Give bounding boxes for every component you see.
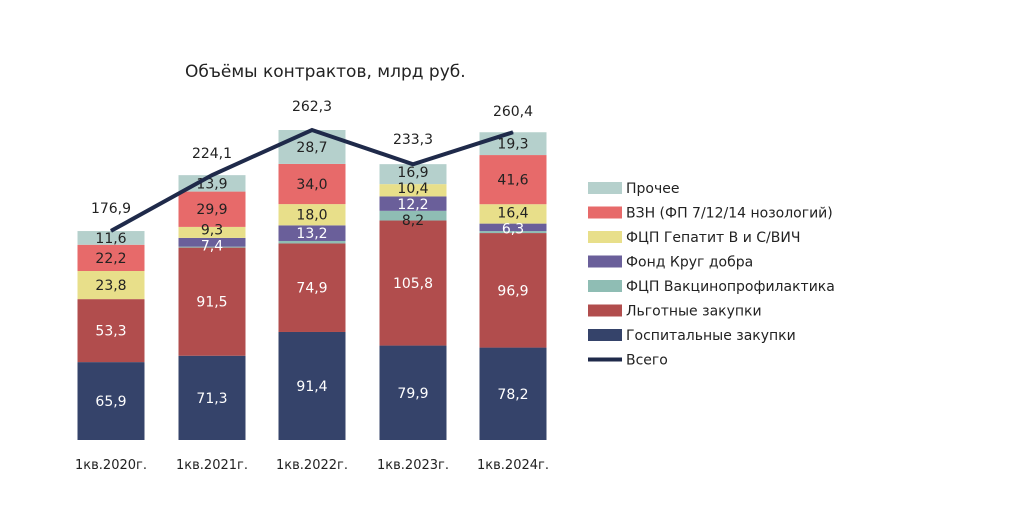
- bar-segment: [379, 220, 447, 346]
- bar-segment: [278, 204, 346, 226]
- chart-title: Объёмы контрактов, млрд руб.: [185, 62, 466, 82]
- bar-value-label: 7,4: [201, 238, 223, 254]
- bar-segment: [379, 184, 447, 197]
- bar-segment: [379, 164, 447, 185]
- total-point: [311, 129, 313, 131]
- bar-value-label: 29,9: [196, 202, 227, 218]
- total-label: 260,4: [493, 104, 533, 120]
- bar-segment: [379, 196, 447, 211]
- bar-value-label: 79,9: [397, 386, 428, 402]
- legend-label: ФЦП Гепатит В и С/ВИЧ: [626, 230, 800, 246]
- legend-swatch: [588, 206, 622, 219]
- legend-swatch: [588, 182, 622, 194]
- bar-segment: [77, 244, 145, 271]
- total-point: [211, 174, 213, 176]
- bar-segment: [178, 237, 246, 247]
- bar-value-label: 105,8: [393, 276, 433, 292]
- bar-value-label: 41,6: [497, 173, 528, 189]
- bar-segment: [278, 243, 346, 332]
- bar-value-label: 91,4: [296, 379, 327, 395]
- x-tick-label: 1кв.2024г.: [477, 458, 549, 473]
- bar-value-label: 18,0: [296, 208, 327, 224]
- total-label: 262,3: [292, 99, 332, 115]
- x-tick-label: 1кв.2022г.: [276, 458, 348, 473]
- bar-value-label: 78,2: [497, 387, 528, 403]
- legend-label: Прочее: [626, 181, 679, 197]
- bar-value-label: 19,3: [497, 137, 528, 153]
- total-point: [110, 230, 112, 232]
- bar-segment: [479, 223, 547, 232]
- bar-value-label: 12,2: [397, 197, 428, 213]
- total-label: 233,3: [393, 132, 433, 148]
- bar-segment: [479, 347, 547, 440]
- bar-segment: [278, 163, 346, 205]
- legend-swatch: [588, 231, 622, 243]
- bar-segment: [77, 231, 145, 245]
- bar-segment: [178, 191, 246, 227]
- bar-value-label: 13,9: [196, 176, 227, 192]
- bar-value-label: 53,3: [95, 324, 126, 340]
- x-tick-label: 1кв.2021г.: [176, 458, 248, 473]
- bar-segment: [178, 355, 246, 440]
- bar-segment: [77, 270, 145, 300]
- legend-label: Всего: [626, 353, 668, 369]
- bar-value-label: 6,3: [502, 222, 524, 238]
- bar-value-label: 34,0: [296, 177, 327, 193]
- legend-label: ВЗН (ФП 7/12/14 нозологий): [626, 206, 833, 222]
- bar-value-label: 74,9: [296, 281, 327, 297]
- legend-label: Льготные закупки: [626, 304, 762, 320]
- bar-value-label: 23,8: [95, 278, 126, 294]
- bar-segment: [278, 225, 346, 241]
- bar-segment: [178, 175, 246, 192]
- bar-segment: [479, 233, 547, 348]
- bar-segment: [178, 226, 246, 238]
- bar-segment: [278, 240, 346, 244]
- legend-swatch: [588, 329, 622, 341]
- bar-value-label: 11,6: [95, 231, 126, 247]
- bar-value-label: 71,3: [196, 391, 227, 407]
- bar-value-label: 65,9: [95, 394, 126, 410]
- legend-label: Госпитальные закупки: [626, 328, 796, 344]
- bar-segment: [479, 231, 547, 234]
- bar-value-label: 16,4: [497, 206, 528, 222]
- x-tick-label: 1кв.2020г.: [75, 458, 147, 473]
- bar-value-label: 22,2: [95, 251, 126, 267]
- bar-segment: [479, 155, 547, 205]
- bar-value-label: 96,9: [497, 283, 528, 299]
- total-point: [412, 163, 414, 165]
- total-label: 176,9: [91, 201, 131, 217]
- bar-segment: [77, 299, 145, 363]
- bar-segment: [77, 362, 145, 440]
- legend-swatch: [588, 255, 622, 268]
- bar-value-label: 28,7: [296, 140, 327, 156]
- bar-value-label: 16,9: [397, 165, 428, 181]
- bar-segment: [178, 246, 246, 248]
- bar-value-label: 13,2: [296, 226, 327, 242]
- legend-swatch: [588, 304, 622, 317]
- total-point: [512, 131, 514, 133]
- legend-swatch: [588, 280, 622, 292]
- x-tick-label: 1кв.2023г.: [377, 458, 449, 473]
- bar-segment: [479, 204, 547, 224]
- bar-value-label: 8,2: [402, 213, 424, 229]
- bar-value-label: 10,4: [397, 181, 428, 197]
- total-label: 224,1: [192, 146, 232, 162]
- bar-segment: [278, 331, 346, 440]
- legend-label: ФЦП Вакцинопрофилактика: [626, 279, 835, 295]
- bar-segment: [178, 247, 246, 356]
- bar-segment: [379, 210, 447, 221]
- bar-value-label: 91,5: [196, 295, 227, 311]
- bar-value-label: 9,3: [201, 222, 223, 238]
- legend-label: Фонд Круг добра: [626, 255, 753, 271]
- bar-segment: [379, 345, 447, 440]
